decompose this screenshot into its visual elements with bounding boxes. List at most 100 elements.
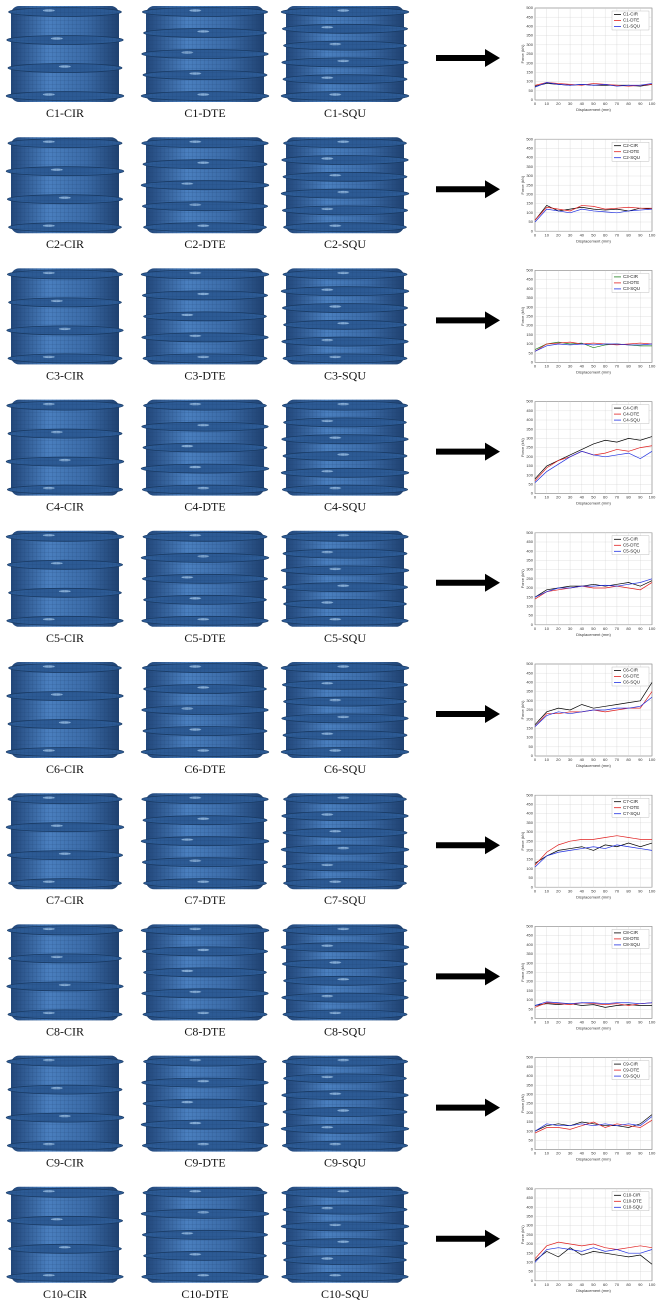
tube-mesh <box>11 531 119 627</box>
y-tick-label: 450 <box>526 539 533 544</box>
panel-label: C4-DTE <box>184 500 225 514</box>
y-axis-label: Force (kN) <box>520 437 525 457</box>
tube-mesh <box>286 137 404 233</box>
legend-label: C1-CIR <box>623 12 639 17</box>
panel-label: C1-SQU <box>324 106 366 120</box>
legend-label: C3-SQU <box>623 286 640 291</box>
y-tick-label: 100 <box>526 1128 533 1133</box>
y-tick-label: 350 <box>526 557 533 562</box>
y-axis-label: Force (kN) <box>520 175 525 195</box>
y-tick-label: 100 <box>526 603 533 608</box>
y-tick-label: 250 <box>526 838 533 843</box>
tube-image <box>7 924 123 1020</box>
y-tick-label: 100 <box>526 341 533 346</box>
x-tick-label: 10 <box>544 363 549 368</box>
y-tick-label: 150 <box>526 594 533 599</box>
y-tick-label: 300 <box>526 1091 533 1096</box>
x-axis-label: Displacement (mm) <box>576 1157 611 1162</box>
legend-label: C5-CIR <box>623 536 639 541</box>
x-tick-label: 100 <box>649 626 656 631</box>
legend-label: C3-DTE <box>623 280 639 285</box>
tube-image <box>281 1056 409 1152</box>
chart: 0501001502002503003504004505000102030405… <box>520 792 656 899</box>
x-tick-label: 10 <box>544 1282 549 1287</box>
y-tick-label: 50 <box>529 1006 534 1011</box>
y-tick-label: 500 <box>526 136 533 141</box>
x-tick-label: 40 <box>580 232 585 237</box>
y-tick-label: 250 <box>526 969 533 974</box>
y-tick-label: 450 <box>526 933 533 938</box>
x-tick-label: 60 <box>603 1019 608 1024</box>
y-tick-label: 300 <box>526 42 533 47</box>
legend-label: C10-SQU <box>623 1204 643 1209</box>
panel-label: C5-SQU <box>324 631 366 645</box>
tube-mesh <box>146 793 264 889</box>
chart: 0501001502002503003504004505000102030405… <box>520 1186 656 1293</box>
tube-image <box>6 662 124 758</box>
panel-label: C6-DTE <box>184 762 225 776</box>
y-tick-label: 100 <box>526 735 533 740</box>
legend-label: C1-DTE <box>623 18 639 23</box>
x-tick-label: 30 <box>568 1019 573 1024</box>
panel-label: C1-DTE <box>184 106 225 120</box>
panel-label: C8-SQU <box>324 1024 366 1038</box>
x-tick-label: 0 <box>534 363 537 368</box>
y-tick-label: 50 <box>529 1137 534 1142</box>
y-tick-label: 100 <box>526 472 533 477</box>
x-tick-label: 90 <box>638 757 643 762</box>
arrow <box>436 836 500 854</box>
y-tick-label: 50 <box>529 481 534 486</box>
x-tick-label: 30 <box>568 232 573 237</box>
tube-image <box>141 268 269 364</box>
x-tick-label: 80 <box>626 1019 631 1024</box>
y-tick-label: 100 <box>526 210 533 215</box>
tube-image <box>281 400 409 496</box>
x-tick-label: 40 <box>580 626 585 631</box>
x-tick-label: 20 <box>556 495 561 500</box>
tube-mesh <box>286 6 404 102</box>
x-tick-label: 60 <box>603 101 608 106</box>
tube-image <box>6 137 124 233</box>
tube-image <box>6 793 124 889</box>
y-tick-label: 400 <box>526 417 533 422</box>
legend-label: C4-CIR <box>623 405 639 410</box>
x-tick-label: 50 <box>591 626 596 631</box>
y-tick-label: 400 <box>526 23 533 28</box>
legend-label: C6-SQU <box>623 680 640 685</box>
x-tick-label: 70 <box>615 101 620 106</box>
legend-label: C9-CIR <box>623 1061 639 1066</box>
y-tick-label: 100 <box>526 866 533 871</box>
x-tick-label: 100 <box>649 101 656 106</box>
x-tick-label: 70 <box>615 495 620 500</box>
panel-label: C3-DTE <box>184 368 225 382</box>
x-tick-label: 40 <box>580 101 585 106</box>
x-tick-label: 70 <box>615 1151 620 1156</box>
y-tick-label: 200 <box>526 60 533 65</box>
tube-image <box>281 6 409 102</box>
y-tick-label: 250 <box>526 51 533 56</box>
x-tick-label: 80 <box>626 626 631 631</box>
x-tick-label: 50 <box>591 757 596 762</box>
x-tick-label: 60 <box>603 1282 608 1287</box>
tube-image <box>141 793 269 889</box>
y-tick-label: 200 <box>526 1241 533 1246</box>
x-axis-label: Displacement (mm) <box>576 107 611 112</box>
tube-mesh <box>146 137 264 233</box>
y-tick-label: 300 <box>526 829 533 834</box>
panel-label: C2-CIR <box>46 237 84 251</box>
x-tick-label: 100 <box>649 888 656 893</box>
y-tick-label: 400 <box>526 1073 533 1078</box>
x-tick-label: 100 <box>649 232 656 237</box>
tube-mesh <box>11 137 119 233</box>
x-tick-label: 100 <box>649 757 656 762</box>
y-tick-label: 300 <box>526 304 533 309</box>
y-tick-label: 150 <box>526 69 533 74</box>
x-tick-label: 100 <box>649 363 656 368</box>
x-axis-label: Displacement (mm) <box>576 763 611 768</box>
y-tick-label: 500 <box>526 661 533 666</box>
legend-label: C9-DTE <box>623 1067 639 1072</box>
x-tick-label: 40 <box>580 1151 585 1156</box>
y-tick-label: 400 <box>526 679 533 684</box>
x-tick-label: 40 <box>580 888 585 893</box>
panel-label: C7-CIR <box>46 893 84 907</box>
